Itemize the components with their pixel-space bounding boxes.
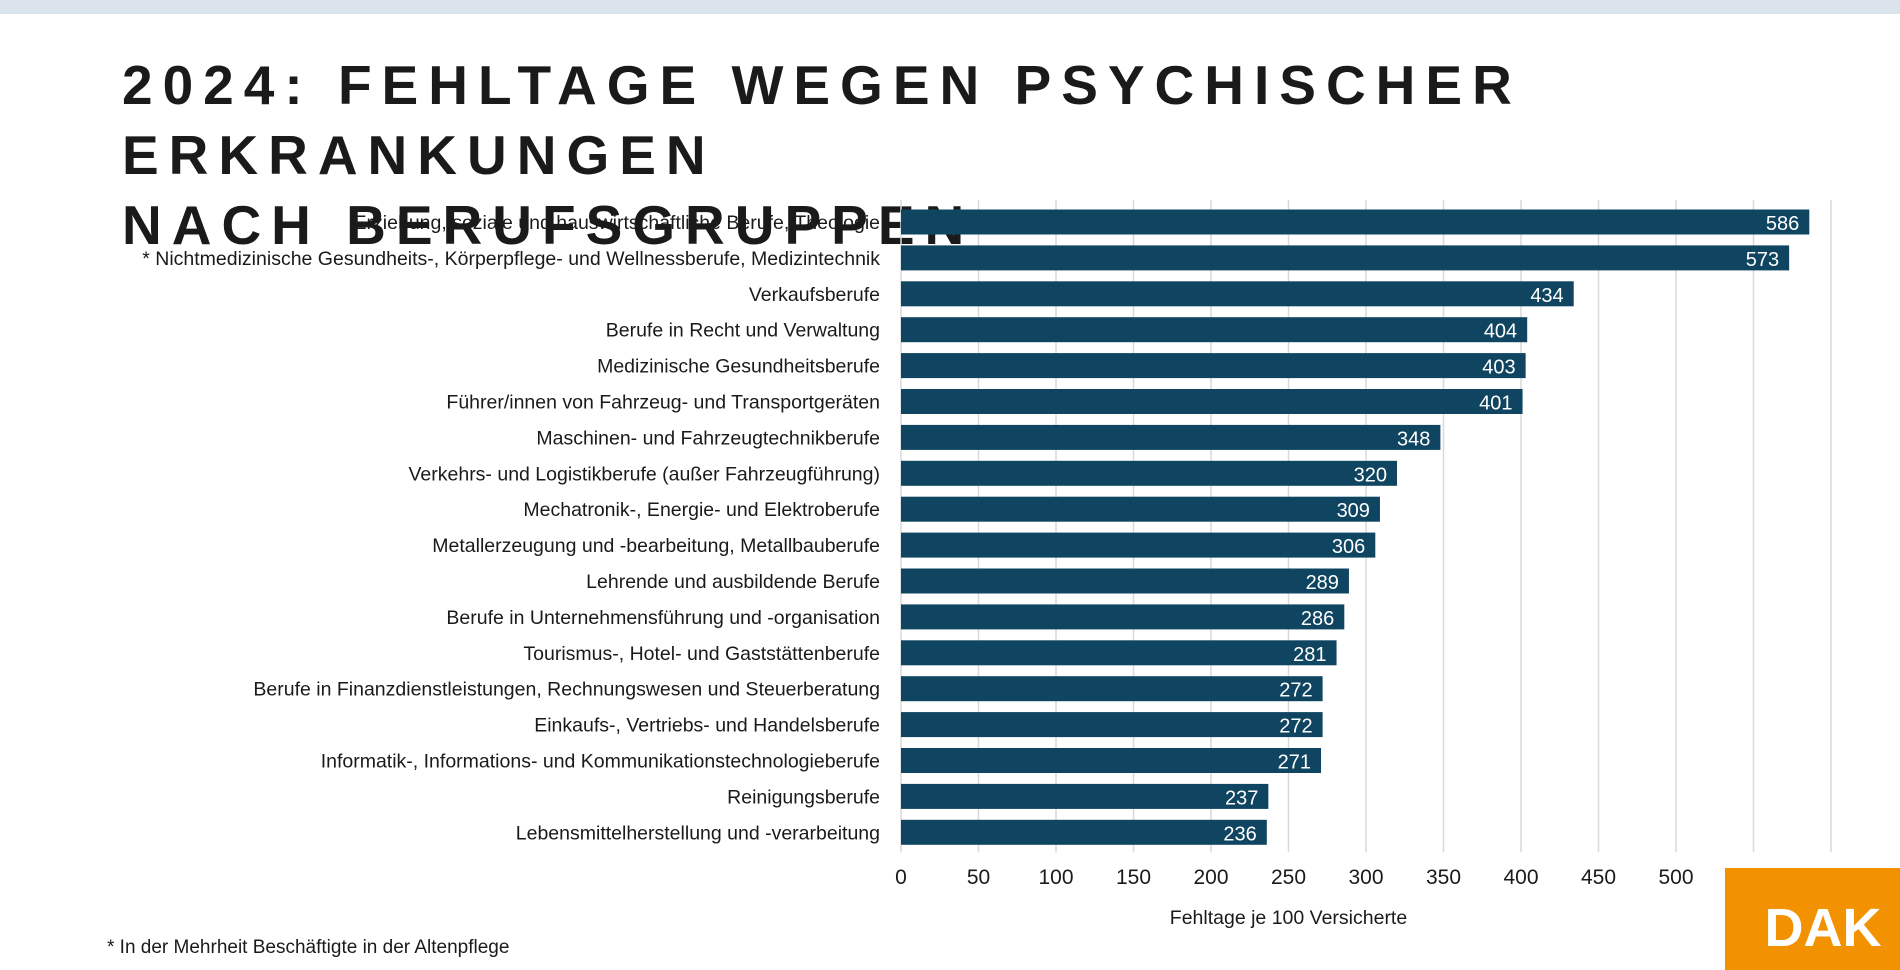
bar [901, 389, 1523, 414]
title-line-1: 2024: FEHLTAGE WEGEN PSYCHISCHER ERKRANK… [122, 54, 1522, 186]
category-label: * Nichtmedizinische Gesundheits-, Körper… [142, 248, 880, 270]
category-label: Verkehrs- und Logistikberufe (außer Fahr… [408, 463, 880, 485]
category-label: Metallerzeugung und -bearbeitung, Metall… [432, 535, 880, 557]
bar [901, 424, 1441, 450]
data-label: 434 [1530, 285, 1563, 307]
bar [901, 568, 1349, 594]
bar [901, 496, 1380, 522]
data-label: 586 [1766, 213, 1799, 235]
bar [901, 640, 1337, 666]
data-label: 272 [1279, 680, 1312, 702]
page-title: 2024: FEHLTAGE WEGEN PSYCHISCHER ERKRANK… [122, 50, 1900, 260]
data-label: 401 [1479, 393, 1512, 415]
category-label: Tourismus-, Hotel- und Gaststättenberufe [523, 643, 880, 665]
category-label: Erziehung, soziale und hauswirtschaftlic… [354, 212, 880, 234]
bar [901, 209, 1810, 235]
data-label: 236 [1223, 823, 1256, 845]
x-tick-label: 250 [1271, 866, 1306, 889]
category-label: Führer/innen von Fahrzeug- und Transport… [446, 392, 880, 414]
data-label: 237 [1225, 787, 1258, 809]
bar [901, 748, 1322, 773]
bar [901, 712, 1323, 738]
x-tick-label: 300 [1348, 866, 1383, 889]
dak-logo: DAK [1725, 868, 1900, 970]
x-tick-label: 50 [967, 866, 990, 889]
category-label: Berufe in Finanzdienstleistungen, Rechnu… [253, 679, 880, 701]
bar [901, 783, 1269, 809]
category-label: Reinigungsberufe [727, 786, 880, 808]
category-label: Lehrende und ausbildende Berufe [586, 571, 880, 593]
x-tick-label: 200 [1193, 866, 1228, 889]
x-tick-label: 500 [1658, 866, 1693, 889]
bar [901, 532, 1376, 558]
category-label: Medizinische Gesundheitsberufe [597, 356, 880, 378]
category-label: Lebensmittelherstellung und -verarbeitun… [516, 822, 880, 844]
bar [901, 245, 1790, 271]
top-strip [0, 0, 1900, 14]
category-label: Berufe in Recht und Verwaltung [606, 320, 880, 342]
bar [901, 819, 1267, 845]
bar [901, 317, 1528, 343]
data-label: 309 [1337, 500, 1370, 522]
x-tick-label: 450 [1581, 866, 1616, 889]
data-label: 403 [1482, 357, 1515, 379]
data-label: 306 [1332, 536, 1365, 558]
x-tick-label: 100 [1038, 866, 1073, 889]
data-label: 286 [1301, 608, 1334, 630]
logo-text: DAK [1765, 898, 1882, 958]
bar [901, 353, 1526, 379]
category-label: Berufe in Unternehmensführung und -organ… [446, 607, 880, 629]
data-label: 573 [1746, 249, 1779, 271]
x-axis-title: Fehltage je 100 Versicherte [1170, 907, 1407, 929]
bar [901, 281, 1574, 307]
x-tick-label: 350 [1426, 866, 1461, 889]
bar [901, 676, 1323, 702]
category-label: Einkaufs-, Vertriebs- und Handelsberufe [534, 715, 880, 737]
data-label: 281 [1293, 644, 1326, 666]
title-line-2: NACH BERUFSGRUPPEN [122, 194, 975, 256]
x-tick-label: 150 [1116, 866, 1151, 889]
data-label: 272 [1279, 716, 1312, 738]
bar [901, 604, 1345, 630]
data-label: 289 [1306, 572, 1339, 594]
data-label: 271 [1278, 752, 1311, 774]
category-label: Mechatronik-, Energie- und Elektroberufe [523, 499, 880, 521]
data-label: 348 [1397, 428, 1430, 450]
x-tick-label: 0 [895, 866, 907, 889]
data-label: 404 [1484, 321, 1517, 343]
footnote: * In der Mehrheit Beschäftigte in der Al… [107, 937, 510, 958]
category-label: Informatik-, Informations- und Kommunika… [321, 751, 880, 773]
logo-background [1725, 868, 1900, 970]
category-label: Verkaufsberufe [749, 284, 880, 306]
bar [901, 460, 1397, 486]
data-label: 320 [1354, 464, 1387, 486]
category-label: Maschinen- und Fahrzeugtechnikberufe [536, 427, 880, 449]
x-tick-label: 400 [1503, 866, 1538, 889]
